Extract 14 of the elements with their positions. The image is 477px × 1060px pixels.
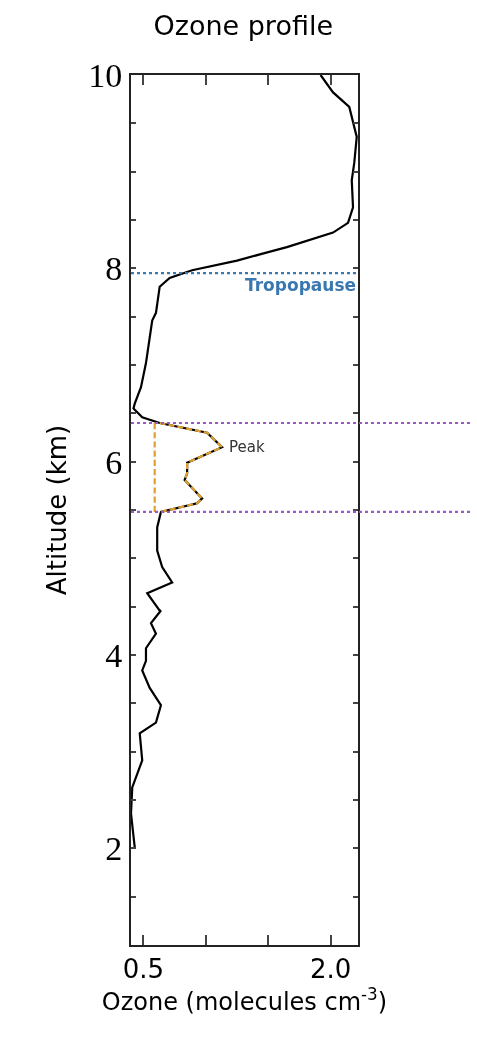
y-tick-label: 10 [88,56,123,94]
x-tick-label: 0.5 [122,954,165,985]
y-tick-label: 2 [105,830,123,868]
annotation: Peak [229,438,265,456]
chart-title: Ozone profile [153,9,334,41]
y-tick-label: 4 [105,636,123,674]
line-series [131,75,358,849]
y-tick-label: 8 [105,250,123,288]
line-series [158,421,224,514]
y-tick-label: 6 [105,443,123,481]
x-axis-title: Ozone (molecules cm$^{-3}$) [101,984,388,1017]
ref-line-label: Tropopause [245,275,357,295]
x-tick-label: 2.0 [309,954,352,985]
y-axis-title: Altitude (km) [42,424,73,596]
